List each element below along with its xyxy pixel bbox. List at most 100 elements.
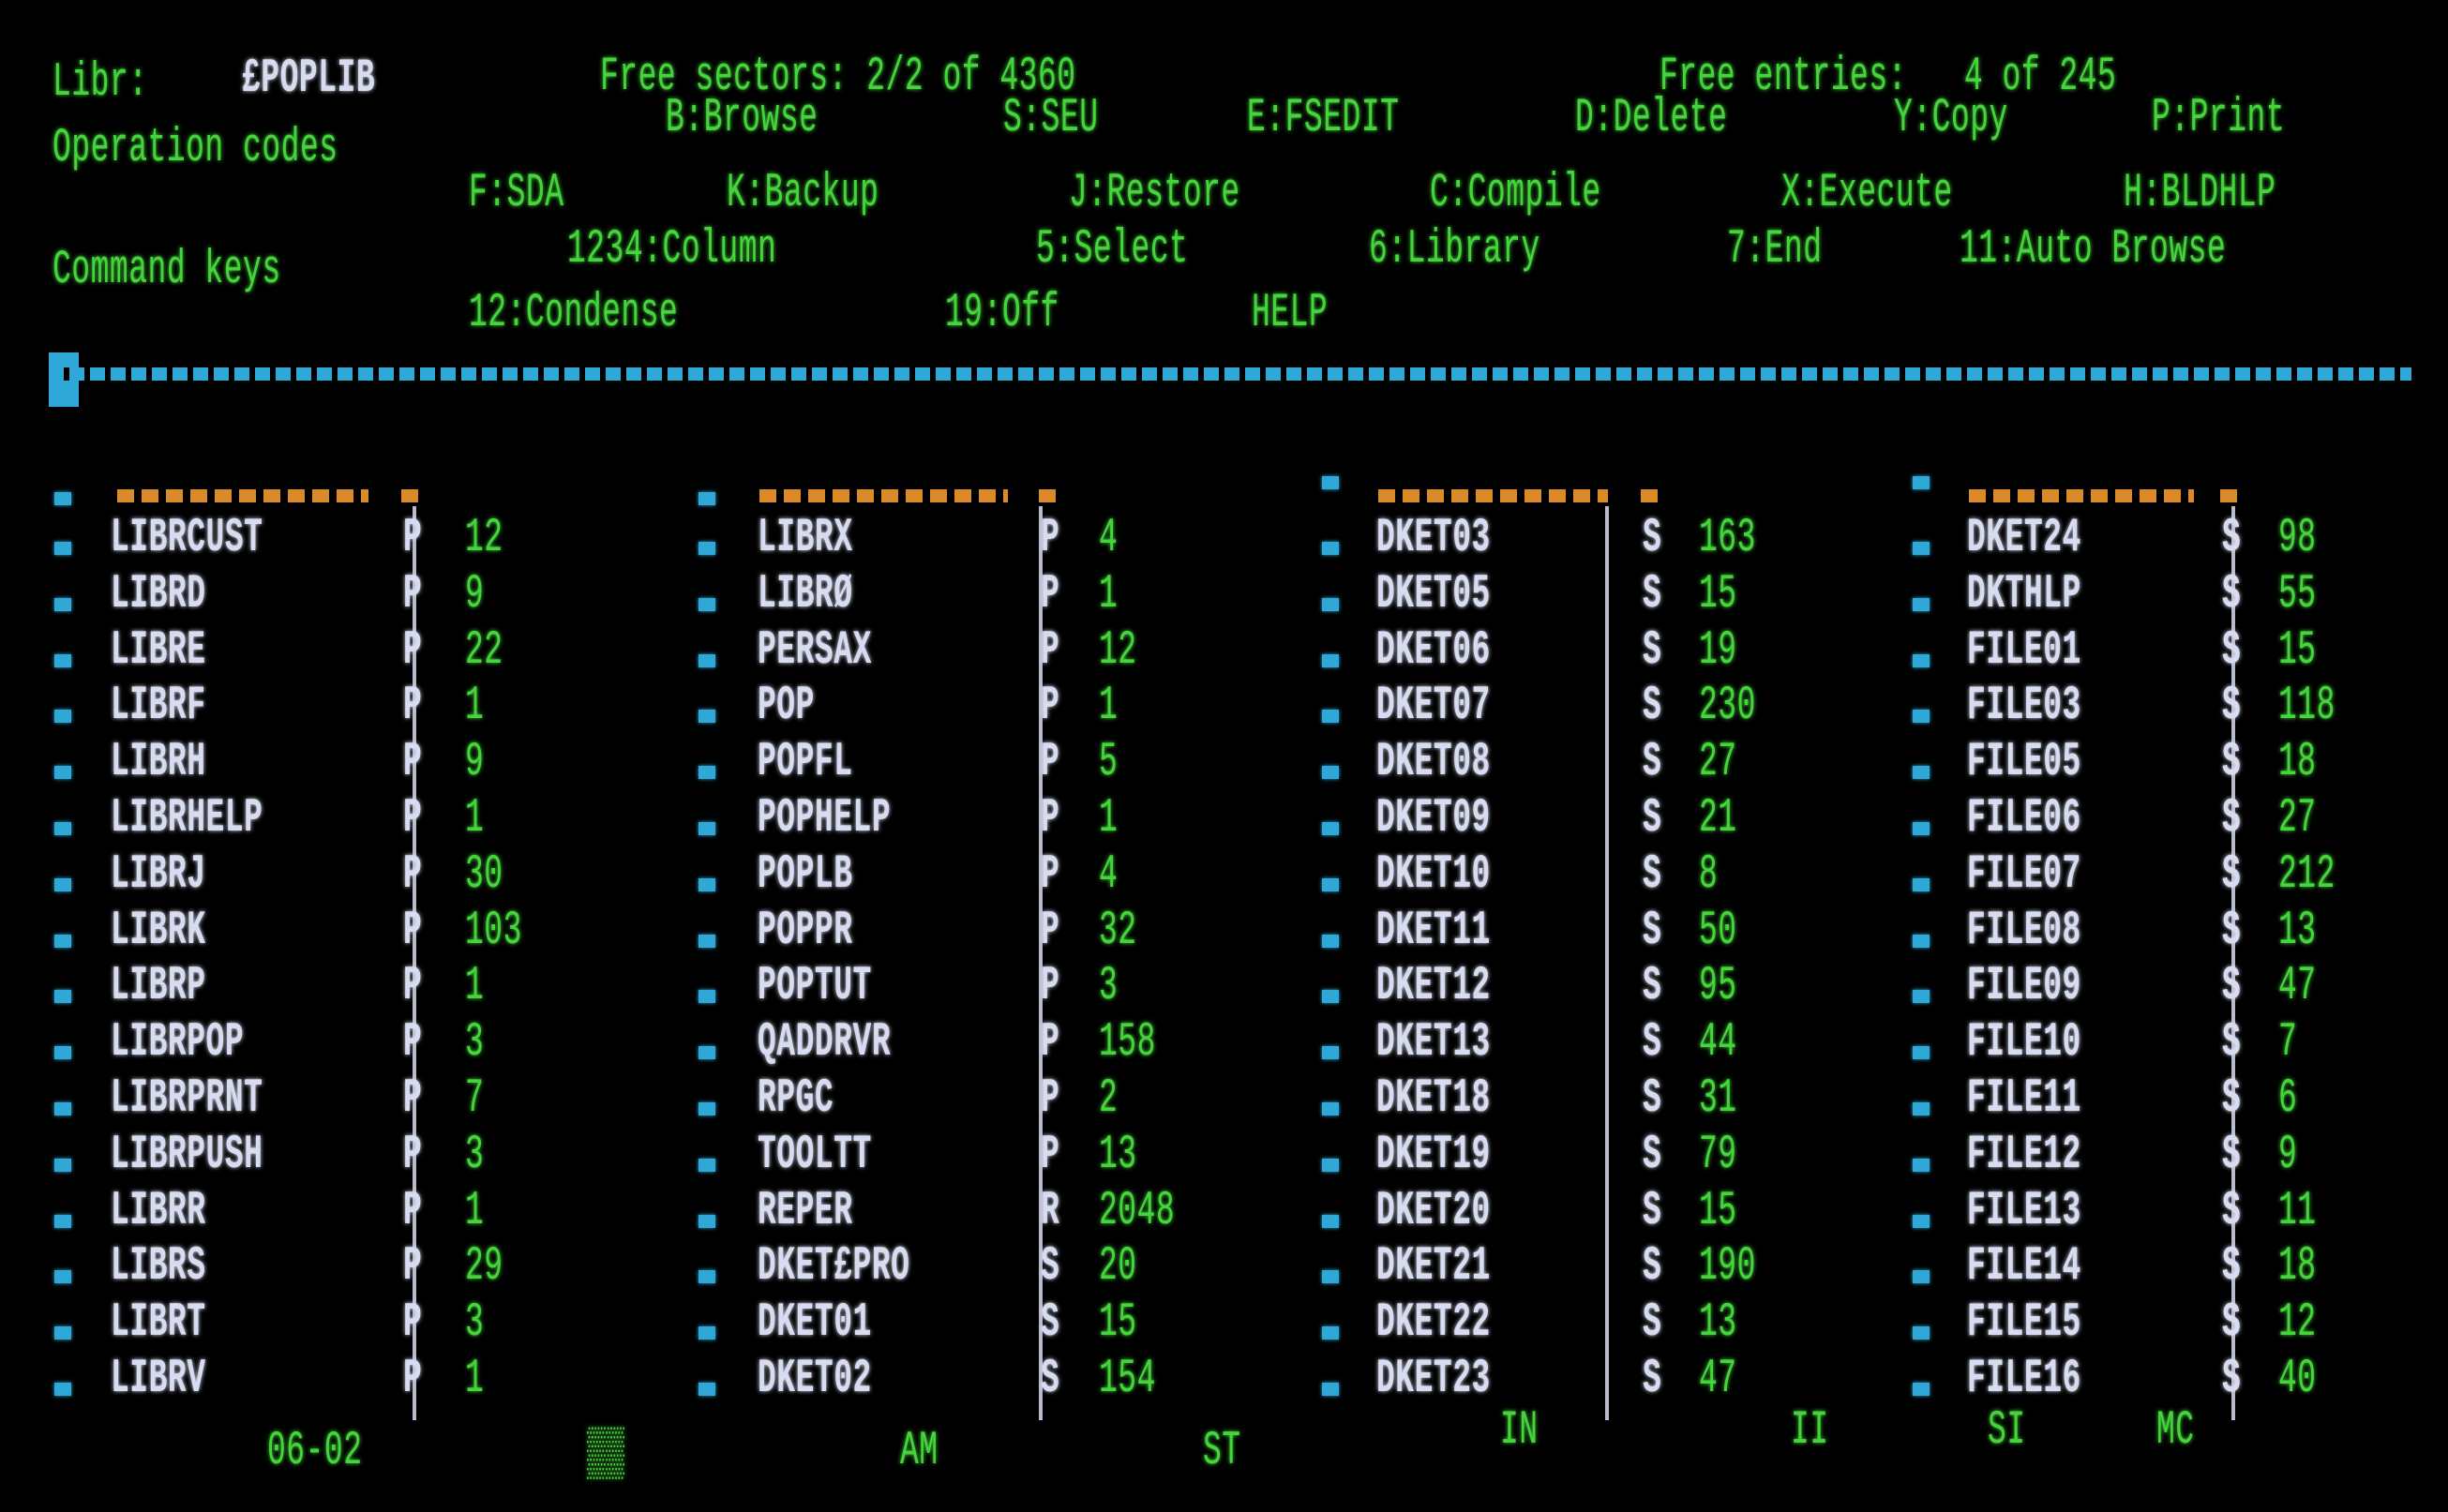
member-name[interactable]: FILE16 [1967,1351,2081,1406]
member-name[interactable]: RPGC [758,1070,834,1126]
member-name[interactable]: FILE11 [1967,1070,2081,1126]
member-name[interactable]: POPFL [758,735,853,789]
code-operation_codes-row1-3[interactable]: D:Delete [1575,90,1728,145]
code-command_keys-row2-1[interactable]: 19:Off [945,285,1059,340]
row-select-bullet[interactable] [54,710,71,724]
member-name[interactable]: DKET12 [1376,959,1491,1013]
row-select-bullet[interactable] [1913,1326,1930,1340]
row-select-bullet[interactable] [1913,1102,1930,1115]
member-name[interactable]: FILE10 [1967,1015,2081,1070]
row-select-bullet[interactable] [54,877,71,891]
code-operation_codes-row1-1[interactable]: S:SEU [1003,90,1099,145]
member-name[interactable]: TOOLTT [758,1127,872,1182]
member-name[interactable]: DKTHLP [1967,566,2081,621]
member-name[interactable]: DKET20 [1376,1183,1491,1237]
row-select-bullet[interactable] [1913,1214,1930,1228]
row-select-bullet[interactable] [1913,542,1930,555]
member-name[interactable]: DKET£PRO [758,1239,910,1294]
row-select-bullet[interactable] [1913,653,1930,667]
member-name[interactable]: FILE06 [1967,790,2081,846]
code-command_keys-row1-3[interactable]: 7:End [1727,221,1823,277]
row-select-bullet[interactable] [54,653,71,667]
row-select-bullet[interactable] [698,766,715,780]
row-select-bullet[interactable] [698,934,715,948]
member-name[interactable]: LIBRD [111,566,206,621]
member-name[interactable]: LIBRPUSH [111,1127,263,1182]
member-name[interactable]: DKET07 [1376,679,1491,733]
row-select-bullet[interactable] [54,1326,71,1340]
row-select-bullet[interactable] [698,1158,715,1172]
row-select-bullet[interactable] [698,1046,715,1060]
row-select-bullet[interactable] [698,1102,715,1115]
code-operation_codes-row1-2[interactable]: E:FSEDIT [1247,90,1400,145]
member-name[interactable]: LIBRPRNT [111,1070,263,1126]
member-name[interactable]: REPER [758,1183,853,1237]
row-select-bullet[interactable] [1322,1214,1339,1228]
member-name[interactable]: FILE15 [1967,1295,2081,1350]
row-select-bullet[interactable] [54,597,71,611]
member-name[interactable]: DKET05 [1376,566,1491,621]
member-name[interactable]: POPHELP [758,790,892,846]
member-name[interactable]: LIBRV [111,1351,206,1406]
code-operation_codes-row2-1[interactable]: K:Backup [727,165,879,220]
member-name[interactable]: POPLB [758,846,853,902]
row-select-bullet[interactable] [1322,1158,1339,1172]
row-select-bullet[interactable] [54,822,71,835]
row-select-bullet[interactable] [698,597,715,611]
member-name[interactable]: LIBRP [111,959,206,1013]
row-select-bullet[interactable] [1322,1270,1339,1284]
member-name[interactable]: DKET06 [1376,622,1491,677]
code-command_keys-row1-0[interactable]: 1234:Column [567,221,777,277]
code-command_keys-row2-0[interactable]: 12:Condense [469,285,679,340]
row-select-bullet[interactable] [54,542,71,555]
member-name[interactable]: QADDRVR [758,1015,892,1070]
member-name[interactable]: DKET22 [1376,1295,1491,1350]
row-select-bullet[interactable] [1322,1046,1339,1060]
row-select-bullet[interactable] [698,1383,715,1396]
code-command_keys-row1-2[interactable]: 6:Library [1369,221,1540,277]
member-name[interactable]: DKET23 [1376,1351,1491,1406]
row-select-bullet[interactable] [1913,1158,1930,1172]
member-name[interactable]: LIBRR [111,1183,206,1237]
row-select-bullet[interactable] [54,1102,71,1115]
member-name[interactable]: DKET18 [1376,1070,1491,1126]
member-name[interactable]: LIBRS [111,1239,206,1294]
member-name[interactable]: DKET19 [1376,1127,1491,1182]
code-operation_codes-row2-4[interactable]: X:Execute [1781,165,1953,220]
row-select-bullet[interactable] [698,990,715,1004]
row-select-bullet[interactable] [1322,653,1339,667]
row-select-bullet[interactable] [698,1326,715,1340]
member-name[interactable]: DKET08 [1376,735,1491,789]
member-name[interactable]: LIBRPOP [111,1015,245,1070]
code-operation_codes-row2-3[interactable]: C:Compile [1430,165,1601,220]
member-name[interactable]: LIBRHELP [111,790,263,846]
row-select-bullet[interactable] [1913,1383,1930,1396]
row-select-bullet[interactable] [1913,990,1930,1004]
row-select-bullet[interactable] [1322,877,1339,891]
row-select-bullet[interactable] [1913,1046,1930,1060]
row-select-bullet[interactable] [1322,822,1339,835]
member-name[interactable]: LIBRT [111,1295,206,1350]
code-operation_codes-row2-2[interactable]: J:Restore [1069,165,1240,220]
member-name[interactable]: FILE03 [1967,679,2081,733]
member-name[interactable]: FILE08 [1967,903,2081,957]
row-select-bullet[interactable] [54,1046,71,1060]
member-name[interactable]: FILE07 [1967,846,2081,902]
row-select-bullet[interactable] [1322,1102,1339,1115]
code-operation_codes-row1-5[interactable]: P:Print [2152,90,2286,145]
member-name[interactable]: FILE13 [1967,1183,2081,1237]
row-select-bullet[interactable] [1322,597,1339,611]
member-name[interactable]: DKET09 [1376,790,1491,846]
code-operation_codes-row1-0[interactable]: B:Browse [666,90,819,145]
row-select-bullet[interactable] [54,1270,71,1284]
member-name[interactable]: PERSAX [758,622,872,677]
member-name[interactable]: DKET03 [1376,510,1491,565]
member-name[interactable]: POP [758,679,815,733]
member-name[interactable]: LIBRK [111,903,206,957]
row-select-bullet[interactable] [1322,542,1339,555]
member-name[interactable]: LIBRH [111,735,206,789]
row-select-bullet[interactable] [1322,766,1339,780]
row-select-bullet[interactable] [698,822,715,835]
member-name[interactable]: FILE12 [1967,1127,2081,1182]
code-operation_codes-row2-0[interactable]: F:SDA [469,165,564,220]
